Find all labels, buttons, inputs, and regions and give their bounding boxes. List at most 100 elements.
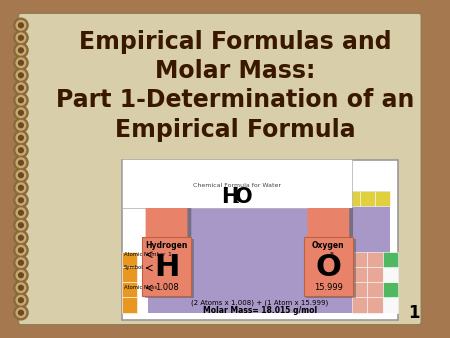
Text: Oxygen: Oxygen (312, 241, 345, 250)
Bar (382, 252, 398, 267)
Circle shape (14, 93, 28, 107)
Bar (382, 267, 398, 282)
Circle shape (14, 168, 28, 183)
Text: O: O (235, 187, 252, 207)
Circle shape (18, 198, 23, 202)
Bar (148, 252, 178, 267)
Circle shape (16, 195, 26, 205)
Circle shape (16, 21, 26, 30)
Text: 2: 2 (233, 195, 239, 206)
Circle shape (16, 295, 26, 305)
Circle shape (16, 170, 26, 180)
Circle shape (14, 281, 28, 295)
Circle shape (18, 98, 23, 103)
Circle shape (14, 18, 28, 32)
Bar (144, 239, 194, 298)
Circle shape (16, 121, 26, 130)
Circle shape (14, 231, 28, 245)
Text: Chemical Formula for Water: Chemical Formula for Water (193, 183, 281, 188)
Circle shape (14, 293, 28, 307)
Circle shape (14, 180, 28, 195)
Bar (352, 267, 367, 282)
Text: Hydrogen: Hydrogen (145, 241, 188, 250)
Circle shape (18, 285, 23, 290)
FancyBboxPatch shape (18, 13, 422, 325)
Circle shape (14, 268, 28, 282)
Text: 8: 8 (329, 252, 333, 257)
Circle shape (16, 71, 26, 80)
Circle shape (16, 258, 26, 267)
Circle shape (16, 46, 26, 55)
Text: 1: 1 (408, 304, 420, 322)
Circle shape (18, 223, 23, 227)
Circle shape (14, 56, 28, 70)
Circle shape (16, 133, 26, 143)
Bar (142, 237, 191, 295)
Circle shape (14, 130, 28, 145)
Circle shape (14, 243, 28, 257)
Circle shape (14, 118, 28, 132)
Circle shape (18, 123, 23, 128)
Circle shape (18, 160, 23, 165)
Circle shape (16, 33, 26, 43)
Circle shape (18, 148, 23, 153)
Bar (352, 282, 367, 297)
Circle shape (18, 35, 23, 40)
Circle shape (16, 308, 26, 317)
Text: Atomic Number: Atomic Number (124, 252, 165, 257)
Circle shape (18, 73, 23, 78)
Circle shape (18, 185, 23, 190)
Polygon shape (307, 208, 349, 251)
Circle shape (16, 220, 26, 230)
Circle shape (16, 270, 26, 280)
Text: 15.999: 15.999 (314, 284, 343, 292)
Bar (382, 282, 398, 297)
Text: Empirical Formula: Empirical Formula (115, 118, 356, 142)
Bar (122, 297, 137, 313)
Circle shape (16, 58, 26, 68)
Circle shape (18, 111, 23, 115)
Text: H: H (220, 187, 238, 207)
Circle shape (18, 310, 23, 315)
Bar (367, 282, 382, 297)
Circle shape (18, 86, 23, 90)
Bar (345, 191, 360, 206)
Circle shape (18, 136, 23, 140)
Circle shape (16, 83, 26, 93)
Circle shape (14, 256, 28, 270)
Bar (148, 191, 178, 206)
Bar (148, 237, 178, 252)
Circle shape (16, 96, 26, 105)
Circle shape (16, 183, 26, 193)
Text: 1.008: 1.008 (155, 284, 178, 292)
Circle shape (14, 218, 28, 232)
Bar (367, 252, 382, 267)
Bar (352, 297, 367, 313)
Text: (2 Atoms x 1.008) + (1 Atom x 15.999): (2 Atoms x 1.008) + (1 Atom x 15.999) (191, 300, 328, 307)
Circle shape (16, 245, 26, 255)
Bar (306, 239, 356, 298)
Text: Atomic Mass: Atomic Mass (124, 286, 157, 290)
Circle shape (16, 158, 26, 168)
Text: Part 1-Determination of an: Part 1-Determination of an (56, 88, 414, 112)
Polygon shape (146, 208, 188, 251)
Bar (367, 267, 382, 282)
Circle shape (18, 61, 23, 65)
Circle shape (18, 260, 23, 265)
Circle shape (14, 143, 28, 158)
Circle shape (14, 106, 28, 120)
Circle shape (14, 31, 28, 45)
Bar (148, 191, 390, 313)
Circle shape (18, 210, 23, 215)
Circle shape (14, 306, 28, 320)
Text: Empirical Formulas and: Empirical Formulas and (79, 30, 392, 54)
Bar (122, 282, 137, 297)
Circle shape (16, 283, 26, 292)
Circle shape (18, 248, 23, 252)
Text: O: O (315, 254, 341, 283)
Circle shape (14, 43, 28, 57)
Circle shape (18, 273, 23, 277)
Bar (375, 191, 390, 206)
Circle shape (16, 208, 26, 217)
Circle shape (18, 298, 23, 303)
